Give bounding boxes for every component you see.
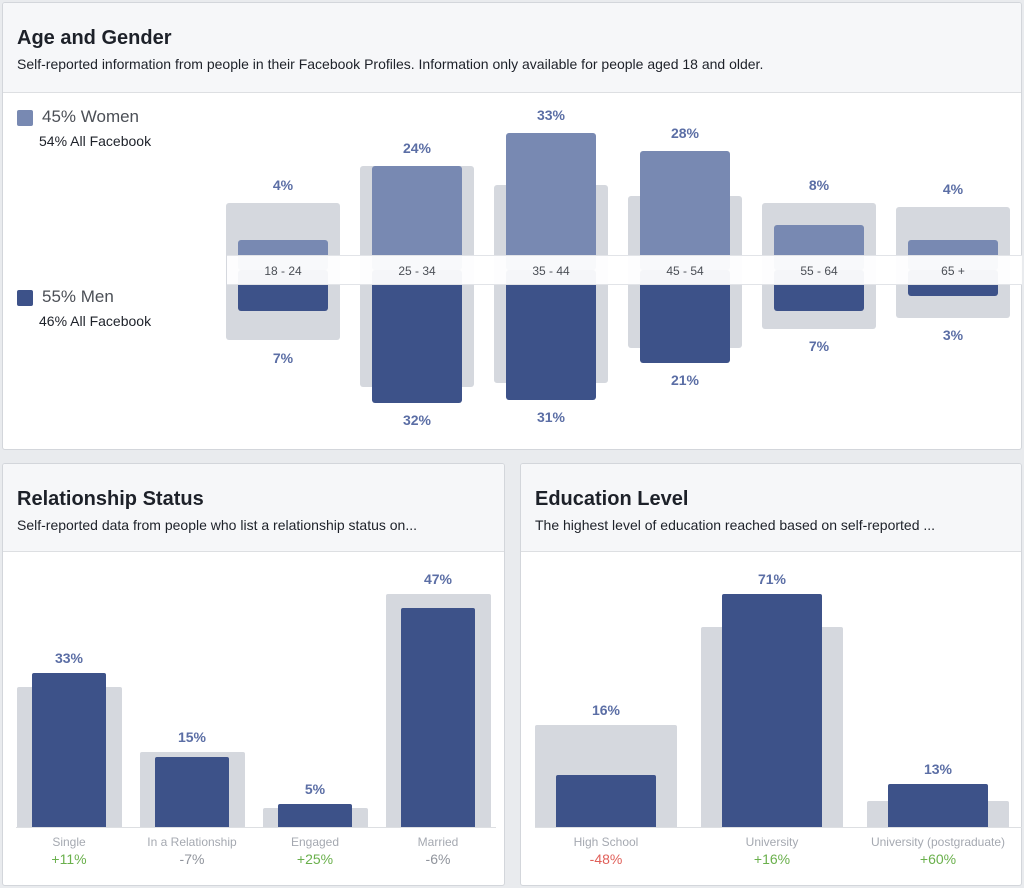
value-bar xyxy=(32,673,106,827)
legend-women-all-facebook: 54% All Facebook xyxy=(39,133,152,149)
category-label: In a Relationship xyxy=(147,835,237,849)
age-tick-label: 55 - 64 xyxy=(800,264,838,278)
women-bar xyxy=(372,166,462,270)
men-bar xyxy=(640,270,730,363)
men-value-label: 32% xyxy=(402,412,432,429)
value-label: 71% xyxy=(757,571,787,588)
category-label: University xyxy=(745,835,799,849)
men-bar xyxy=(372,270,462,404)
relationship-subtitle: Self-reported data from people who list … xyxy=(17,517,417,533)
value-bar xyxy=(401,607,475,827)
women-value-label: 8% xyxy=(808,177,830,194)
men-value-label: 7% xyxy=(808,338,830,355)
value-label: 13% xyxy=(923,761,953,778)
age-tick-label: 35 - 44 xyxy=(532,264,570,278)
education-title: Education Level xyxy=(535,488,689,510)
change-label: +25% xyxy=(296,851,334,867)
legend-men-all-facebook: 46% All Facebook xyxy=(39,313,152,329)
women-bar xyxy=(506,132,596,270)
change-label: +11% xyxy=(51,851,87,867)
category-label: University (postgraduate) xyxy=(870,835,1006,849)
age-tick-label: 18 - 24 xyxy=(264,264,302,278)
change-label: -48% xyxy=(589,851,623,867)
men-value-label: 7% xyxy=(272,349,294,366)
category-label: Single xyxy=(52,835,86,849)
education-subtitle: The highest level of education reached b… xyxy=(535,517,936,533)
value-label: 15% xyxy=(177,729,207,746)
women-value-label: 4% xyxy=(942,180,964,197)
relationship-title: Relationship Status xyxy=(17,488,204,510)
change-label: +60% xyxy=(919,851,957,867)
value-label: 5% xyxy=(304,780,326,797)
men-value-label: 31% xyxy=(536,408,566,425)
men-value-label: 21% xyxy=(670,371,700,388)
value-label: 16% xyxy=(591,702,621,719)
education-header: Education Level The highest level of edu… xyxy=(521,464,1021,552)
legend-women-swatch xyxy=(17,110,33,126)
women-value-label: 28% xyxy=(670,125,700,142)
value-bar xyxy=(888,784,988,827)
value-label: 47% xyxy=(423,571,453,587)
change-label: -7% xyxy=(179,851,205,867)
age-gender-header: Age and Gender Self-reported information… xyxy=(3,3,1021,93)
change-label: +16% xyxy=(753,851,791,867)
baseline xyxy=(535,827,1022,828)
men-bar xyxy=(506,270,596,400)
change-label: -6% xyxy=(425,851,451,867)
women-value-label: 33% xyxy=(536,106,566,123)
category-label: Married xyxy=(417,835,459,849)
age-tick-label: 65 + xyxy=(941,264,965,278)
relationship-header: Relationship Status Self-reported data f… xyxy=(3,464,504,552)
value-bar xyxy=(278,803,352,827)
category-label: Engaged xyxy=(290,835,340,849)
age-tick-label: 25 - 34 xyxy=(398,264,436,278)
value-bar xyxy=(556,774,656,827)
age-gender-subtitle: Self-reported information from people in… xyxy=(17,56,764,72)
age-tick-label: 45 - 54 xyxy=(666,264,704,278)
category-label: High School xyxy=(573,835,639,849)
men-value-label: 3% xyxy=(942,327,964,344)
value-label: 33% xyxy=(54,650,84,667)
women-bar xyxy=(640,151,730,270)
value-bar xyxy=(155,757,229,827)
age-axis: 18 - 24 25 - 34 35 - 44 45 - 54 55 - 64 65 + xyxy=(227,255,1022,285)
legend-men-label: 55% Men xyxy=(42,287,114,306)
legend-men-swatch xyxy=(17,290,33,306)
women-value-label: 4% xyxy=(272,177,294,194)
legend-women-label: 45% Women xyxy=(42,107,140,126)
value-bar xyxy=(722,594,822,827)
women-value-label: 24% xyxy=(402,140,432,157)
baseline xyxy=(16,827,496,828)
age-gender-title: Age and Gender xyxy=(17,27,172,49)
